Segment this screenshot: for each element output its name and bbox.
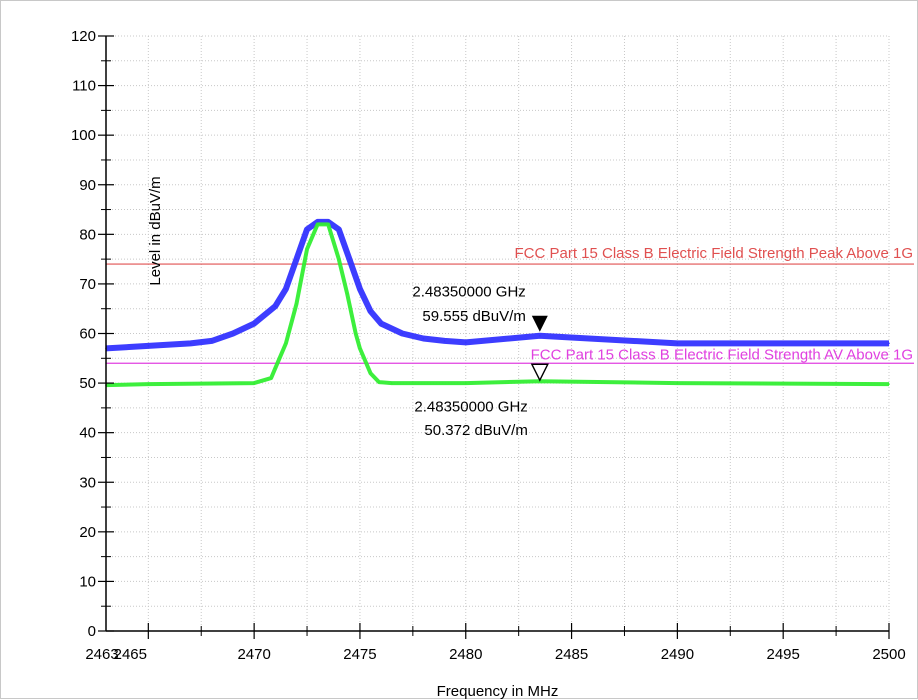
y-tick-label: 110	[72, 78, 96, 95]
series-1-point	[147, 345, 150, 347]
series-2-point	[337, 258, 340, 260]
series-1-point	[327, 221, 330, 223]
series-2-point	[285, 342, 287, 345]
x-tick-label: 2470	[237, 646, 270, 663]
series-1-point	[464, 341, 467, 344]
series-1-point	[211, 340, 213, 342]
series-2-point	[369, 372, 372, 374]
x-tick-label: 2490	[661, 646, 694, 663]
series-2-point	[888, 383, 890, 385]
series-1-point	[274, 305, 277, 308]
series-1-point	[337, 228, 340, 231]
series-1-point	[443, 340, 446, 342]
y-tick-label: 100	[71, 127, 96, 144]
series-1-point	[401, 332, 404, 335]
series-2-point	[147, 383, 150, 385]
y-tick-label: 10	[79, 573, 96, 590]
x-tick-label: 2500	[872, 646, 905, 663]
series-2-point	[316, 223, 319, 226]
y-tick-label: 20	[79, 524, 96, 541]
series-1-point	[295, 258, 298, 260]
x-tick-label: 2495	[767, 646, 800, 663]
series-1-point	[306, 228, 308, 231]
series-1-point	[316, 221, 319, 223]
x-tick-label: 2480	[449, 646, 482, 663]
limit-label-av: FCC Part 15 Class B Electric Field Stren…	[531, 346, 913, 363]
series-2-point	[327, 223, 330, 226]
series-2-point	[378, 381, 380, 383]
x-tick-label: 2475	[343, 646, 376, 663]
series-1-trace	[105, 218, 889, 352]
limit-label-peak: FCC Part 15 Class B Electric Field Stren…	[514, 245, 913, 262]
x-tick-label: 2485	[555, 646, 588, 663]
series-2-point	[253, 382, 255, 384]
series-1-point	[369, 310, 372, 312]
marker-peak-triangle	[531, 315, 548, 332]
marker-av-triangle	[530, 363, 549, 382]
y-axis-title: Level in dBuV/m	[147, 176, 164, 285]
series-1-point	[189, 342, 192, 345]
series-2-point	[306, 248, 308, 251]
series-2-point	[390, 382, 393, 384]
y-tick-label: 80	[79, 226, 96, 243]
series-2-point	[270, 377, 272, 379]
series-2-point	[354, 332, 357, 335]
series-1-point	[253, 322, 255, 325]
marker-av-frequency: 2.48350000 GHz	[414, 398, 527, 415]
series-2-point	[346, 293, 349, 295]
x-axis-title: Frequency in MHz	[437, 683, 559, 700]
y-tick-label: 70	[79, 276, 96, 293]
series-1-point	[676, 342, 679, 345]
series-2-point	[274, 367, 277, 370]
series-1-point	[422, 337, 425, 340]
marker-av-level: 50.372 dBuV/m	[424, 422, 527, 439]
x-tick-label: 2465	[114, 646, 147, 663]
series-1-point	[888, 342, 890, 345]
y-tick-label: 90	[79, 177, 96, 194]
series-2-point	[676, 382, 679, 384]
grid	[106, 35, 890, 632]
series-1-point	[380, 322, 382, 325]
series-2-point	[464, 382, 467, 384]
series-1-point	[539, 334, 541, 337]
x-tick-label: 2463	[85, 646, 118, 663]
series-1-point	[348, 258, 351, 260]
marker-peak-frequency: 2.48350000 GHz	[412, 283, 525, 300]
marker-peak-level: 59.555 dBuV/m	[422, 308, 525, 325]
series-2-point	[295, 302, 298, 305]
y-tick-label: 40	[79, 425, 96, 442]
y-tick-label: 0	[88, 623, 96, 640]
y-tick-label: 120	[71, 28, 96, 45]
y-tick-label: 50	[79, 375, 96, 392]
y-tick-label: 60	[79, 326, 96, 343]
series-2-point	[359, 347, 361, 350]
series-1-point	[232, 332, 234, 335]
series-1-point	[359, 288, 361, 290]
y-tick-label: 30	[79, 474, 96, 491]
series-1-point	[285, 288, 287, 290]
